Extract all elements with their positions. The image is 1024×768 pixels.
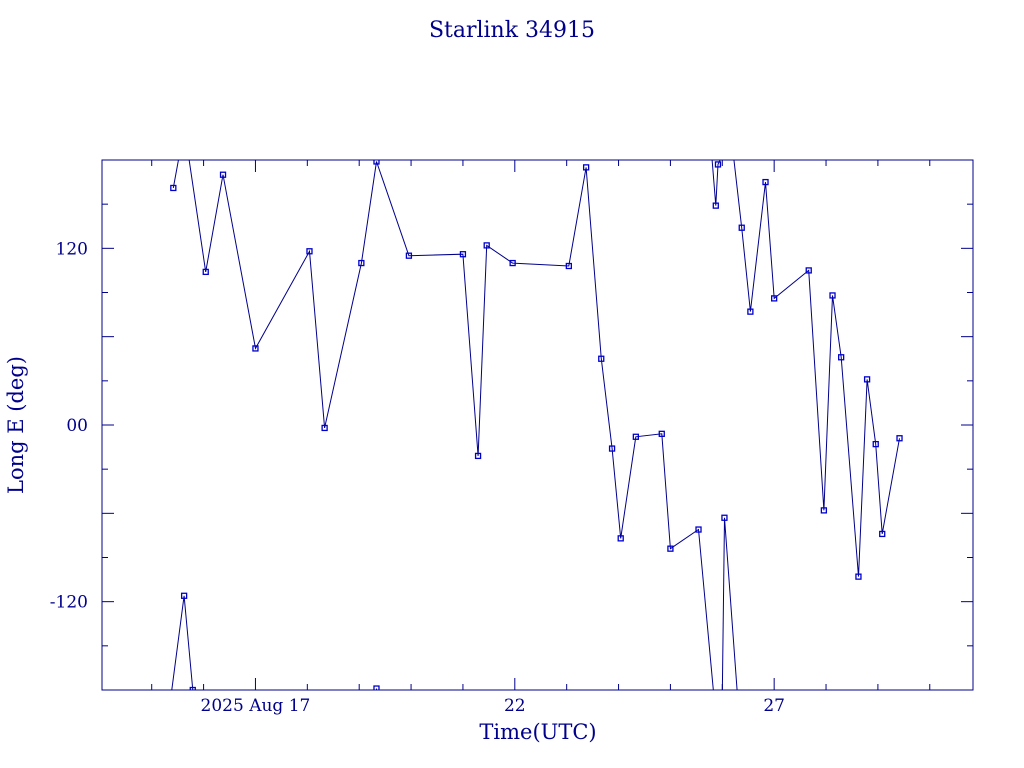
data-point [202,268,209,276]
x-axis-label: Time(UTC) [479,720,596,744]
data-point [695,526,702,533]
data-point [373,685,380,690]
data-point [805,267,812,274]
series-line [172,160,714,690]
data-point [373,160,380,165]
data-point [608,445,616,452]
data-point [483,242,490,249]
series-line [721,517,738,690]
data-point [820,507,828,514]
data-point [180,592,188,599]
data-point [829,292,836,299]
data-point [169,692,174,697]
x-tick-label: 22 [504,696,526,716]
data-point [374,692,379,697]
data-point [598,355,605,362]
data-point [658,430,665,437]
data-point [177,150,182,155]
data-point [509,259,516,267]
data-point [632,433,639,440]
data-point [720,153,725,158]
data-point [252,345,259,352]
x-tick-label: 27 [763,696,785,716]
data-point [321,424,328,432]
data-point [762,178,769,186]
axis-tick-labels: 120 00 -120 2025 Aug 17 22 27 [50,239,785,716]
series-line [171,595,194,690]
data-point [863,376,871,383]
y-axis-label: Long E (deg) [4,356,28,494]
data-point [306,248,313,255]
data-point [170,184,177,192]
data-point [738,224,745,231]
data-point [721,514,728,521]
data-point [667,545,674,552]
data-point [710,689,717,690]
data-point [896,435,903,442]
plot-frame [101,159,974,691]
data-point [747,308,754,315]
data-point [735,692,740,697]
axis-ticks [102,160,973,690]
x-tick-label: 2025 Aug 17 [201,696,311,716]
data-point [189,686,196,690]
data-point [617,535,624,542]
series-layer [169,150,903,697]
data-point [582,164,590,171]
data-point [358,259,365,267]
data-point [872,440,879,448]
y-tick-label: 00 [66,416,88,436]
data-point [838,354,845,361]
series-line [711,160,900,577]
data-point [474,452,482,460]
data-point [879,530,886,538]
chart-title: Starlink 34915 [429,18,595,43]
data-point [714,161,722,168]
data-point [405,252,413,259]
data-point [219,171,227,178]
data-point [565,262,572,270]
data-point [186,153,191,158]
y-tick-label: -120 [50,593,88,613]
data-point [459,251,467,258]
data-point [855,573,862,580]
data-point [771,295,778,302]
data-point [720,692,725,697]
data-point [731,150,736,155]
data-point [709,150,714,155]
data-point [712,202,719,209]
y-tick-label: 120 [56,239,88,259]
